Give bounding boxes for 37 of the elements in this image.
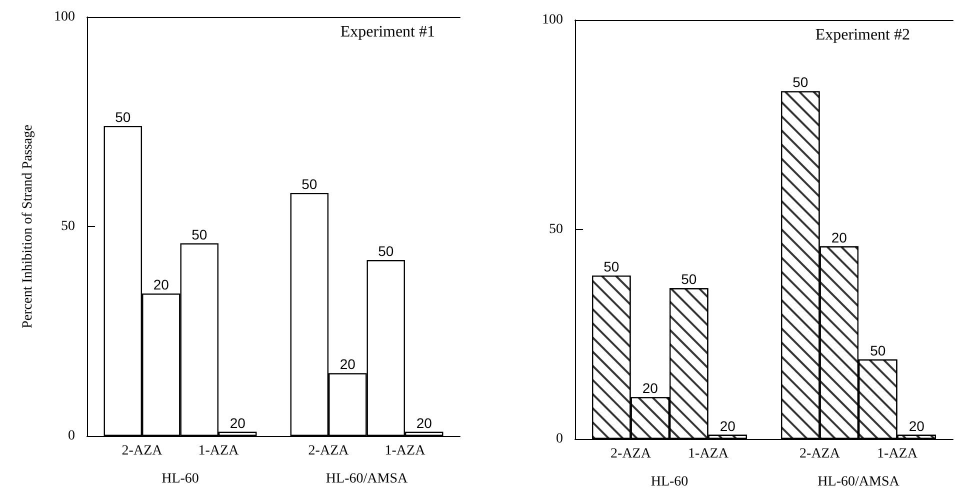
y-tick-label: 0 (556, 432, 563, 446)
y-tick-label: 100 (542, 12, 563, 28)
annotation: 50 (192, 226, 208, 242)
annotation: 50 (681, 271, 697, 288)
annotation: 50 (378, 243, 394, 260)
x-tick-label: HL-60 (650, 474, 688, 490)
y-tick-label: 50 (549, 222, 563, 237)
x-tick-label: HL-60/AMSA (818, 474, 900, 490)
annotation: 50 (792, 74, 808, 90)
annotation: 20 (230, 414, 246, 431)
annotation: 20 (831, 229, 848, 246)
annotation: 50 (115, 108, 131, 125)
annotation: 20 (642, 380, 658, 396)
text: 2-AZA (122, 444, 164, 458)
chart-title: Experiment #1 (340, 24, 435, 40)
y-tick-label: 100 (54, 10, 75, 24)
y-tick-label: 0 (68, 428, 75, 444)
text: 2-AZA (308, 444, 350, 458)
annotation: 50 (870, 342, 886, 358)
text: 2-AZA (610, 446, 652, 462)
y-tick-label: 50 (61, 219, 75, 234)
x-tick-label: HL-60 (162, 472, 199, 486)
text: 1-AZA (688, 446, 730, 462)
text: 1-AZA (198, 444, 240, 458)
text: 1-AZA (877, 446, 918, 462)
x-tick-label: HL-60/AMSA (326, 472, 408, 486)
y-axis-title: Percent Inhibition of Strand Passage (20, 124, 36, 328)
annotation: 20 (340, 356, 356, 372)
annotation: 20 (720, 418, 736, 434)
annotation: 50 (604, 258, 620, 275)
annotation: 20 (153, 276, 170, 293)
annotation: 20 (416, 414, 432, 431)
text: 1-AZA (384, 444, 426, 458)
annotation: 50 (302, 176, 318, 192)
text: 2-AZA (800, 446, 841, 462)
chart-title: Experiment #2 (815, 26, 910, 44)
annotation: 20 (908, 418, 925, 434)
